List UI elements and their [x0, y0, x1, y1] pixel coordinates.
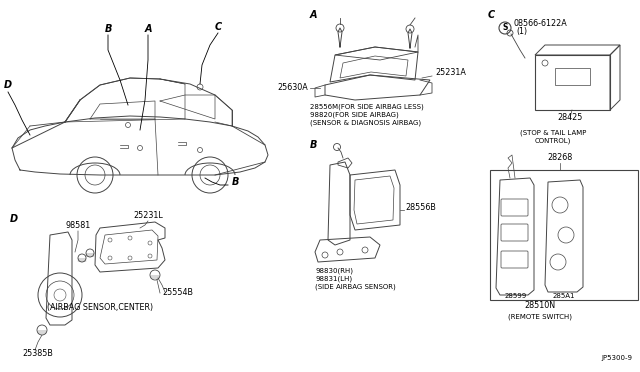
Text: B: B — [104, 24, 112, 34]
Text: (AIRBAG SENSOR,CENTER): (AIRBAG SENSOR,CENTER) — [47, 303, 153, 312]
Text: 28510N: 28510N — [524, 301, 556, 310]
Text: 25630A: 25630A — [277, 83, 308, 92]
Text: C: C — [214, 22, 221, 32]
Text: 28268: 28268 — [547, 153, 573, 162]
Text: 25231L: 25231L — [133, 211, 163, 220]
Text: 98581: 98581 — [65, 221, 91, 230]
Text: (SENSOR & DIAGNOSIS AIRBAG): (SENSOR & DIAGNOSIS AIRBAG) — [310, 119, 421, 125]
Text: 25385B: 25385B — [22, 349, 53, 358]
Text: JP5300-9: JP5300-9 — [601, 355, 632, 361]
Text: B: B — [231, 177, 239, 187]
Text: B: B — [310, 140, 317, 150]
Text: S: S — [502, 23, 508, 32]
Text: D: D — [4, 80, 12, 90]
Text: C: C — [488, 10, 495, 20]
Text: 98820(FOR SIDE AIRBAG): 98820(FOR SIDE AIRBAG) — [310, 111, 399, 118]
Text: 98830(RH): 98830(RH) — [315, 267, 353, 273]
Text: 28425: 28425 — [557, 113, 582, 122]
Text: D: D — [10, 214, 18, 224]
Text: 285A1: 285A1 — [553, 293, 575, 299]
Text: 25231A: 25231A — [435, 68, 466, 77]
Bar — [490, 170, 638, 300]
Text: 28556B: 28556B — [405, 203, 436, 212]
Text: (STOP & TAIL LAMP: (STOP & TAIL LAMP — [520, 130, 586, 137]
Text: 98831(LH): 98831(LH) — [315, 275, 352, 282]
Text: (REMOTE SWITCH): (REMOTE SWITCH) — [508, 313, 572, 320]
Text: (1): (1) — [516, 27, 527, 36]
Text: 28556M(FOR SIDE AIRBAG LESS): 28556M(FOR SIDE AIRBAG LESS) — [310, 103, 424, 109]
Text: A: A — [144, 24, 152, 34]
Text: 08566-6122A: 08566-6122A — [514, 19, 568, 28]
Text: 28599: 28599 — [505, 293, 527, 299]
Text: A: A — [310, 10, 317, 20]
Text: 25554B: 25554B — [162, 288, 193, 297]
Text: (SIDE AIRBAG SENSOR): (SIDE AIRBAG SENSOR) — [315, 283, 396, 289]
Text: CONTROL): CONTROL) — [535, 138, 572, 144]
